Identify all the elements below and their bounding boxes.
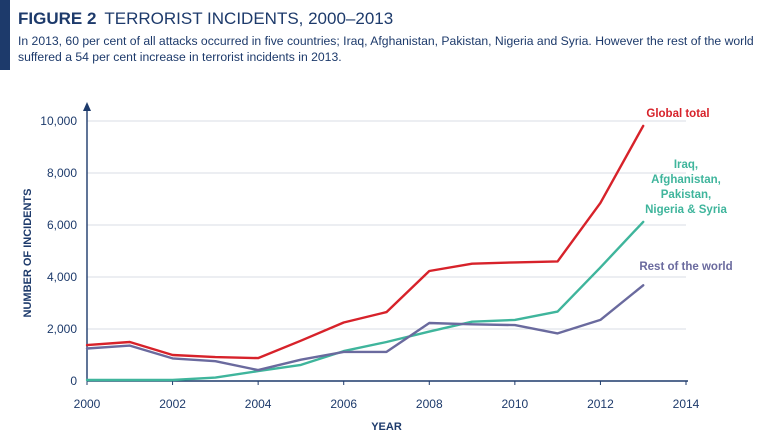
x-tick-label: 2008 (416, 397, 443, 411)
x-tick-label: 2004 (245, 397, 272, 411)
y-tick-label: 2,000 (47, 322, 77, 336)
series-label: Global total (646, 108, 709, 120)
y-tick-label: 6,000 (47, 218, 77, 232)
y-axis-arrow (83, 102, 91, 111)
figure-subtitle: In 2013, 60 per cent of all attacks occu… (18, 34, 754, 64)
y-tick-label: 8,000 (47, 166, 77, 180)
figure-title: TERRORIST INCIDENTS, 2000–2013 (104, 9, 394, 28)
y-tick-label: 10,000 (40, 114, 77, 128)
figure-header: FIGURE 2 TERRORIST INCIDENTS, 2000–2013 I… (18, 8, 763, 65)
x-tick-label: 2000 (74, 397, 101, 411)
series-label: Pakistan, (661, 189, 712, 201)
x-tick-label: 2014 (673, 397, 700, 411)
series-line (85, 220, 645, 382)
y-axis-title: NUMBER OF INCIDENTS (22, 189, 34, 318)
figure-title-line: FIGURE 2 TERRORIST INCIDENTS, 2000–2013 (18, 8, 763, 30)
series-line (85, 124, 645, 360)
series-label: Afghanistan, (651, 174, 721, 186)
x-tick-label: 2010 (502, 397, 529, 411)
figure-label: FIGURE 2 (18, 9, 97, 28)
x-tick-label: 2002 (159, 397, 186, 411)
x-tick-label: 2006 (330, 397, 357, 411)
accent-bar (0, 0, 10, 70)
series-label: Nigeria & Syria (645, 204, 727, 216)
y-tick-label: 0 (70, 374, 77, 388)
x-tick-label: 2012 (587, 397, 614, 411)
series-label: Iraq, (674, 159, 698, 171)
x-axis-title: YEAR (371, 421, 402, 433)
series-line (85, 284, 645, 372)
y-tick-label: 4,000 (47, 270, 77, 284)
series-label: Rest of the world (639, 261, 732, 273)
